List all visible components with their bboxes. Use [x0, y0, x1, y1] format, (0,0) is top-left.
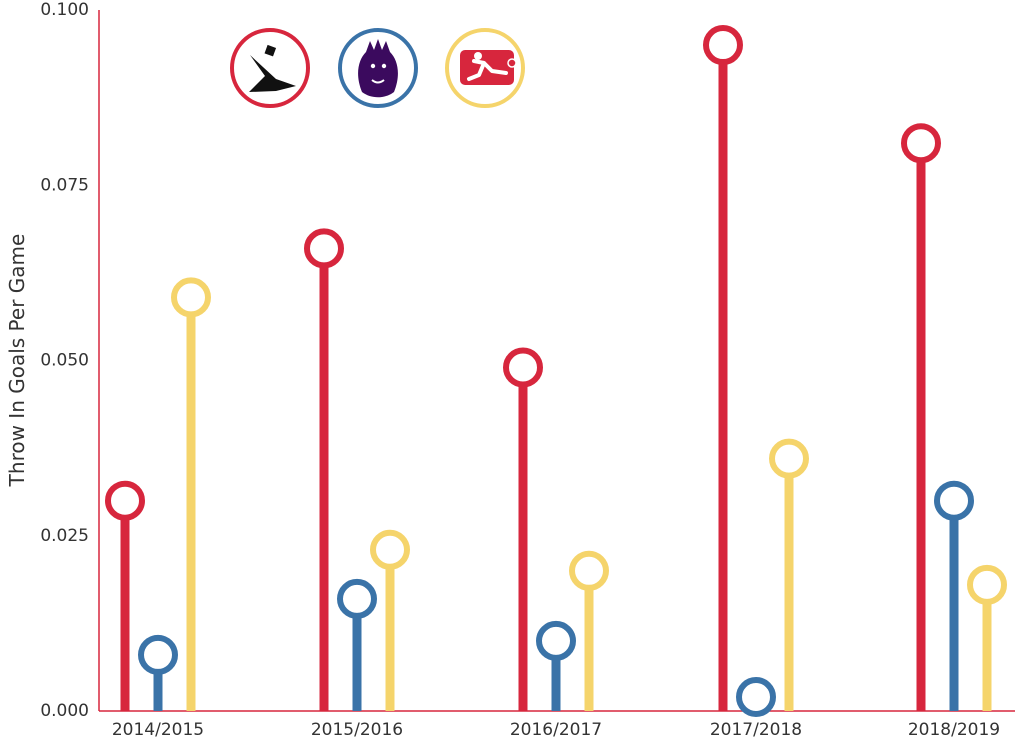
lollipop-head [536, 620, 576, 661]
lollipop-head [370, 529, 410, 570]
lollipop-head [769, 438, 809, 479]
x-tick-label: 2018/2019 [908, 720, 1000, 740]
lollipop-head [736, 676, 776, 717]
y-axis-title: Throw In Goals Per Game [5, 234, 29, 488]
lollipop-head [138, 634, 178, 675]
x-tick-label: 2014/2015 [112, 720, 204, 740]
premier-league-logo [338, 28, 418, 108]
y-tick-label: 0.075 [40, 175, 89, 195]
y-tick-label: 0.100 [40, 0, 89, 20]
legend [230, 28, 525, 108]
lollipop-head [171, 277, 211, 318]
lollipop-head [703, 25, 743, 66]
lollipop-head [569, 550, 609, 591]
allsvenskan-logo [230, 28, 310, 108]
y-tick-label: 0.000 [40, 701, 89, 721]
y-tick-label: 0.025 [40, 526, 89, 546]
lollipop-head [105, 480, 145, 521]
x-tick-label: 2017/2018 [710, 720, 802, 740]
lollipop-head [967, 564, 1007, 605]
lollipop-head [503, 347, 543, 388]
lollipop-marks [105, 25, 1007, 717]
lollipop-head [304, 228, 344, 269]
x-ticks: 2014/2015 2015/2016 2016/2017 2017/2018 2018… [112, 720, 1000, 740]
bundesliga-logo [445, 28, 525, 108]
lollipop-head [934, 480, 974, 521]
lollipop-head [337, 578, 377, 619]
y-tick-label: 0.050 [40, 351, 89, 371]
x-tick-label: 2015/2016 [311, 720, 403, 740]
y-ticks: 0.000 0.025 0.050 0.075 0.100 [40, 0, 89, 721]
x-tick-label: 2016/2017 [510, 720, 602, 740]
lollipop-head [901, 123, 941, 164]
